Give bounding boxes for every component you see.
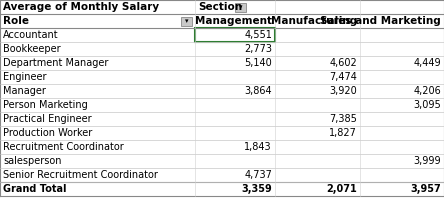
Text: 7,385: 7,385 <box>329 114 357 124</box>
Text: Accountant: Accountant <box>3 30 59 40</box>
Text: Average of Monthly Salary: Average of Monthly Salary <box>3 2 159 12</box>
Text: Production Worker: Production Worker <box>3 128 92 138</box>
Text: ▾: ▾ <box>185 18 188 24</box>
Text: 3,095: 3,095 <box>413 100 441 110</box>
Text: 2,071: 2,071 <box>326 184 357 194</box>
Text: Management: Management <box>195 16 272 26</box>
Text: Practical Engineer: Practical Engineer <box>3 114 91 124</box>
Text: 5,140: 5,140 <box>244 58 272 68</box>
Text: Section: Section <box>198 2 242 12</box>
Text: 4,737: 4,737 <box>244 170 272 180</box>
Bar <box>195 28 275 42</box>
Text: Grand Total: Grand Total <box>3 184 67 194</box>
FancyBboxPatch shape <box>235 2 246 11</box>
Text: 3,999: 3,999 <box>413 156 441 166</box>
Text: 4,602: 4,602 <box>329 58 357 68</box>
Text: 1,827: 1,827 <box>329 128 357 138</box>
Text: 3,359: 3,359 <box>241 184 272 194</box>
Text: Department Manager: Department Manager <box>3 58 108 68</box>
Text: salesperson: salesperson <box>3 156 62 166</box>
Text: Bookkeeper: Bookkeeper <box>3 44 61 54</box>
FancyBboxPatch shape <box>181 17 192 26</box>
Text: 7,474: 7,474 <box>329 72 357 82</box>
Text: 4,206: 4,206 <box>413 86 441 96</box>
Text: Person Marketing: Person Marketing <box>3 100 88 110</box>
Text: 4,551: 4,551 <box>244 30 272 40</box>
Text: Role: Role <box>3 16 29 26</box>
Text: 3,864: 3,864 <box>244 86 272 96</box>
Text: 2,773: 2,773 <box>244 44 272 54</box>
Text: Manager: Manager <box>3 86 46 96</box>
Text: ▾: ▾ <box>239 4 242 10</box>
Text: Engineer: Engineer <box>3 72 47 82</box>
Text: 3,920: 3,920 <box>329 86 357 96</box>
Text: Senior Recruitment Coordinator: Senior Recruitment Coordinator <box>3 170 158 180</box>
Text: 4,449: 4,449 <box>413 58 441 68</box>
Text: Sales and Marketing: Sales and Marketing <box>320 16 441 26</box>
Text: 1,843: 1,843 <box>244 142 272 152</box>
Text: Manufacturing: Manufacturing <box>271 16 357 26</box>
Text: 3,957: 3,957 <box>410 184 441 194</box>
Text: Recruitment Coordinator: Recruitment Coordinator <box>3 142 124 152</box>
